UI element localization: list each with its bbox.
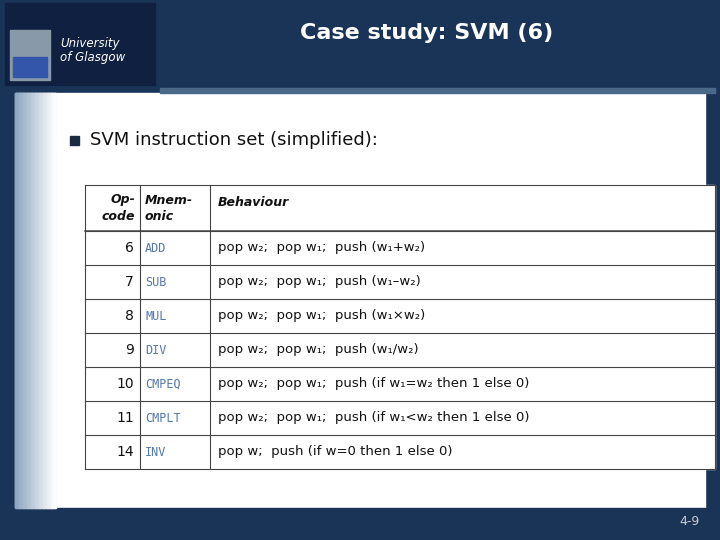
Bar: [51, 93, 53, 508]
Bar: [39, 93, 41, 508]
Text: SUB: SUB: [145, 275, 166, 288]
Text: CMPEQ: CMPEQ: [145, 377, 181, 390]
Bar: [34, 93, 36, 508]
Text: Mnem-: Mnem-: [145, 193, 193, 206]
Text: Behaviour: Behaviour: [218, 197, 289, 210]
Text: pop w₂;  pop w₁;  push (w₁×w₂): pop w₂; pop w₁; push (w₁×w₂): [218, 309, 426, 322]
Text: ADD: ADD: [145, 241, 166, 254]
Bar: [26, 93, 28, 508]
Bar: [28, 93, 31, 508]
Bar: [17, 93, 19, 508]
Text: pop w₂;  pop w₁;  push (if w₁<w₂ then 1 else 0): pop w₂; pop w₁; push (if w₁<w₂ then 1 el…: [218, 411, 529, 424]
Bar: [24, 93, 27, 508]
Bar: [45, 93, 48, 508]
Text: Op-: Op-: [110, 193, 135, 206]
Text: pop w₂;  pop w₁;  push (if w₁=w₂ then 1 else 0): pop w₂; pop w₁; push (if w₁=w₂ then 1 el…: [218, 377, 529, 390]
Bar: [45, 93, 47, 508]
Bar: [32, 93, 35, 508]
Bar: [37, 93, 40, 508]
Bar: [15, 93, 17, 508]
Bar: [36, 93, 39, 508]
Bar: [13, 57, 47, 77]
Bar: [47, 93, 50, 508]
Bar: [85, 185, 715, 469]
Text: 14: 14: [117, 445, 134, 459]
Bar: [22, 93, 24, 508]
Text: MUL: MUL: [145, 309, 166, 322]
Text: 8: 8: [125, 309, 134, 323]
Text: 11: 11: [116, 411, 134, 425]
Text: 10: 10: [117, 377, 134, 391]
Bar: [54, 93, 56, 508]
Bar: [0, 508, 720, 540]
Text: CMPLT: CMPLT: [145, 411, 181, 424]
Bar: [43, 93, 45, 508]
Text: pop w₂;  pop w₁;  push (w₁+w₂): pop w₂; pop w₁; push (w₁+w₂): [218, 241, 425, 254]
Text: INV: INV: [145, 446, 166, 458]
Text: of Glasgow: of Glasgow: [60, 51, 125, 64]
Bar: [42, 93, 44, 508]
Bar: [20, 93, 22, 508]
Text: pop w₂;  pop w₁;  push (w₁/w₂): pop w₂; pop w₁; push (w₁/w₂): [218, 343, 418, 356]
Bar: [160, 88, 715, 93]
Bar: [35, 93, 37, 508]
Text: pop w;  push (if w=0 then 1 else 0): pop w; push (if w=0 then 1 else 0): [218, 446, 452, 458]
Bar: [53, 93, 55, 508]
Text: Case study: SVM (6): Case study: SVM (6): [300, 23, 553, 43]
Text: 6: 6: [125, 241, 134, 255]
Bar: [30, 93, 32, 508]
Text: pop w₂;  pop w₁;  push (w₁–w₂): pop w₂; pop w₁; push (w₁–w₂): [218, 275, 420, 288]
Text: University: University: [60, 37, 120, 50]
Text: code: code: [102, 210, 135, 222]
Text: 7: 7: [125, 275, 134, 289]
Bar: [5, 3, 155, 85]
Bar: [23, 93, 25, 508]
Text: SVM instruction set (simplified):: SVM instruction set (simplified):: [90, 131, 378, 149]
Bar: [40, 93, 42, 508]
Bar: [18, 93, 20, 508]
Bar: [48, 93, 50, 508]
Bar: [31, 93, 33, 508]
Bar: [27, 93, 30, 508]
Bar: [10, 30, 50, 80]
Bar: [70, 136, 79, 145]
Text: DIV: DIV: [145, 343, 166, 356]
Bar: [19, 93, 22, 508]
Text: 4-9: 4-9: [680, 515, 700, 528]
Text: 9: 9: [125, 343, 134, 357]
Bar: [15, 93, 705, 508]
Bar: [50, 93, 52, 508]
Text: onic: onic: [145, 210, 174, 222]
Bar: [0, 0, 720, 88]
